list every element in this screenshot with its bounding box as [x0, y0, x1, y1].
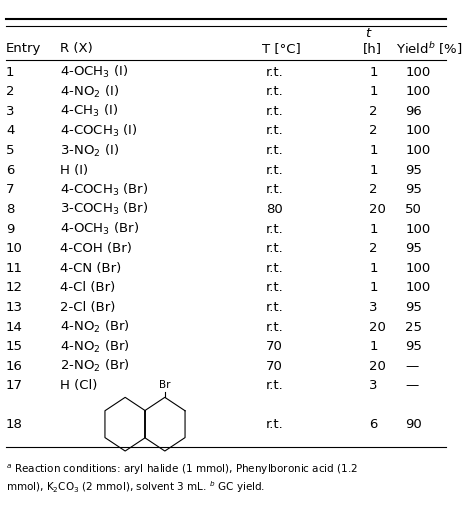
Text: 2: 2	[369, 105, 378, 118]
Text: 2: 2	[369, 125, 378, 138]
Text: 100: 100	[405, 85, 430, 98]
Text: 12: 12	[6, 281, 23, 294]
Text: 95: 95	[405, 242, 422, 255]
Text: —: —	[405, 379, 419, 392]
Text: 95: 95	[405, 301, 422, 314]
Text: T [°C]: T [°C]	[262, 42, 301, 55]
Text: 4-NO$_2$ (Br): 4-NO$_2$ (Br)	[60, 339, 129, 355]
Text: 3-NO$_2$ (I): 3-NO$_2$ (I)	[60, 143, 119, 159]
Text: 3: 3	[369, 379, 378, 392]
Text: 20: 20	[369, 360, 386, 373]
Text: 3: 3	[369, 301, 378, 314]
Text: 10: 10	[6, 242, 23, 255]
Text: 6: 6	[6, 163, 14, 176]
Text: 17: 17	[6, 379, 23, 392]
Text: 50: 50	[405, 203, 422, 216]
Text: 1: 1	[369, 163, 378, 176]
Text: r.t.: r.t.	[266, 262, 284, 275]
Text: 20: 20	[369, 321, 386, 334]
Text: 1: 1	[6, 65, 14, 78]
Text: r.t.: r.t.	[266, 65, 284, 78]
Text: $t$: $t$	[365, 28, 373, 40]
Text: r.t.: r.t.	[266, 85, 284, 98]
Text: H (Cl): H (Cl)	[60, 379, 97, 392]
Text: 4-NO$_2$ (Br): 4-NO$_2$ (Br)	[60, 319, 129, 335]
Text: 96: 96	[405, 105, 422, 118]
Text: r.t.: r.t.	[266, 242, 284, 255]
Text: Entry: Entry	[6, 42, 41, 55]
Text: 8: 8	[6, 203, 14, 216]
Text: 6: 6	[369, 418, 378, 431]
Text: Yield$^b$ [%]: Yield$^b$ [%]	[396, 40, 463, 57]
Text: 2-NO$_2$ (Br): 2-NO$_2$ (Br)	[60, 358, 129, 374]
Text: 80: 80	[266, 203, 283, 216]
Text: 1: 1	[369, 85, 378, 98]
Text: 1: 1	[369, 340, 378, 353]
Text: r.t.: r.t.	[266, 418, 284, 431]
Text: 90: 90	[405, 418, 422, 431]
Text: 100: 100	[405, 144, 430, 157]
Text: 4-COCH$_3$ (Br): 4-COCH$_3$ (Br)	[60, 182, 148, 198]
Text: r.t.: r.t.	[266, 105, 284, 118]
Text: 95: 95	[405, 340, 422, 353]
Text: 70: 70	[266, 360, 283, 373]
Text: 100: 100	[405, 223, 430, 236]
Text: 100: 100	[405, 65, 430, 78]
Text: 13: 13	[6, 301, 23, 314]
Text: r.t.: r.t.	[266, 321, 284, 334]
Text: r.t.: r.t.	[266, 301, 284, 314]
Text: r.t.: r.t.	[266, 125, 284, 138]
Text: 4-Cl (Br): 4-Cl (Br)	[60, 281, 115, 294]
Text: 4: 4	[6, 125, 14, 138]
Text: 2-Cl (Br): 2-Cl (Br)	[60, 301, 115, 314]
Text: 95: 95	[405, 183, 422, 196]
Text: 1: 1	[369, 65, 378, 78]
Text: 4-CH$_3$ (I): 4-CH$_3$ (I)	[60, 103, 118, 119]
Text: Br: Br	[159, 379, 171, 390]
Text: 5: 5	[6, 144, 14, 157]
Text: 11: 11	[6, 262, 23, 275]
Text: 25: 25	[405, 321, 422, 334]
Text: r.t.: r.t.	[266, 223, 284, 236]
Text: r.t.: r.t.	[266, 183, 284, 196]
Text: r.t.: r.t.	[266, 144, 284, 157]
Text: —: —	[405, 360, 419, 373]
Text: r.t.: r.t.	[266, 163, 284, 176]
Text: 2: 2	[6, 85, 14, 98]
Text: [h]: [h]	[363, 42, 382, 55]
Text: 100: 100	[405, 281, 430, 294]
Text: 1: 1	[369, 281, 378, 294]
Text: 3: 3	[6, 105, 14, 118]
Text: 14: 14	[6, 321, 23, 334]
Text: 7: 7	[6, 183, 14, 196]
Text: 1: 1	[369, 262, 378, 275]
Text: r.t.: r.t.	[266, 281, 284, 294]
Text: 100: 100	[405, 262, 430, 275]
Text: 95: 95	[405, 163, 422, 176]
Text: 15: 15	[6, 340, 23, 353]
Text: 4-COCH$_3$ (I): 4-COCH$_3$ (I)	[60, 123, 137, 139]
Text: 16: 16	[6, 360, 23, 373]
Text: 4-OCH$_3$ (Br): 4-OCH$_3$ (Br)	[60, 221, 139, 237]
Text: 4-COH (Br): 4-COH (Br)	[60, 242, 132, 255]
Text: H (I): H (I)	[60, 163, 88, 176]
Text: 100: 100	[405, 125, 430, 138]
Text: 4-NO$_2$ (I): 4-NO$_2$ (I)	[60, 84, 119, 100]
Text: 4-CN (Br): 4-CN (Br)	[60, 262, 121, 275]
Text: 1: 1	[369, 144, 378, 157]
Text: 2: 2	[369, 242, 378, 255]
Text: $^a$ Reaction conditions: aryl halide (1 mmol), Phenylboronic acid (1.2
mmol), K: $^a$ Reaction conditions: aryl halide (1…	[6, 463, 357, 496]
Text: 4-OCH$_3$ (I): 4-OCH$_3$ (I)	[60, 64, 128, 80]
Text: 1: 1	[369, 223, 378, 236]
Text: 70: 70	[266, 340, 283, 353]
Text: 9: 9	[6, 223, 14, 236]
Text: 18: 18	[6, 418, 23, 431]
Text: 3-COCH$_3$ (Br): 3-COCH$_3$ (Br)	[60, 201, 148, 217]
Text: 20: 20	[369, 203, 386, 216]
Text: R (X): R (X)	[60, 42, 92, 55]
Text: 2: 2	[369, 183, 378, 196]
Text: r.t.: r.t.	[266, 379, 284, 392]
